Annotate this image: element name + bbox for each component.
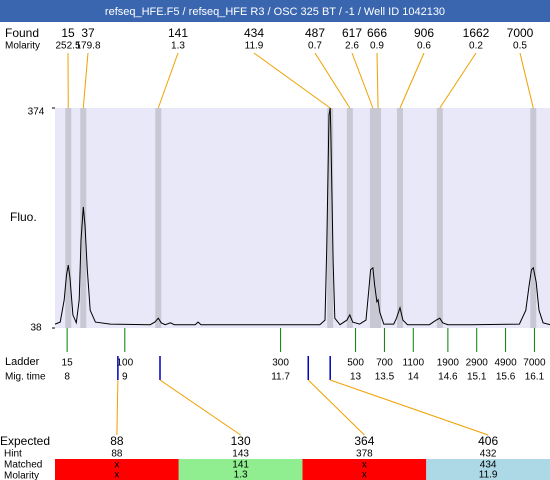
- ladder-time: 11.7: [271, 372, 290, 383]
- ladder-size: 15: [62, 358, 74, 369]
- found-size: 617: [342, 26, 362, 40]
- molarity-label: Molarity: [5, 41, 40, 52]
- ladder-size: 1900: [437, 358, 460, 369]
- expected-size: 364: [354, 434, 374, 448]
- expected-connector: [159, 379, 241, 436]
- found-molarity: 0.9: [370, 41, 384, 52]
- molarity-label: Molarity: [4, 471, 39, 480]
- matched-molarity: x: [362, 470, 367, 480]
- ladder-time: 9: [122, 372, 128, 383]
- peak-band: [65, 108, 72, 328]
- expected-size: 406: [478, 434, 498, 448]
- matched-size: 141: [232, 460, 249, 471]
- matched-molarity: 11.9: [479, 470, 498, 480]
- found-molarity: 0.6: [417, 41, 431, 52]
- hint-label: Hint: [4, 449, 22, 460]
- ladder-size: 4900: [494, 358, 517, 369]
- ladder-time: 8: [64, 372, 70, 383]
- ladder-time: 15.6: [496, 372, 516, 383]
- ladder-time: 13.5: [375, 372, 395, 383]
- ladder-time: 14.6: [438, 372, 458, 383]
- ladder-time: 16.1: [525, 372, 545, 383]
- matched-label: Matched: [4, 460, 42, 471]
- peak-connector: [439, 52, 477, 109]
- matched-molarity: 1.3: [234, 470, 248, 480]
- ladder-time: 13: [350, 372, 362, 383]
- hint-size: 432: [480, 449, 497, 460]
- peak-connector: [351, 52, 374, 109]
- peak-band: [436, 108, 443, 328]
- expected-size: 130: [231, 434, 251, 448]
- y-tick-label: 38: [30, 323, 42, 334]
- found-size: 666: [367, 26, 387, 40]
- peak-band: [375, 108, 382, 328]
- found-size: 906: [414, 26, 434, 40]
- matched-size: x: [362, 460, 367, 471]
- peak-connector: [519, 52, 534, 109]
- matched-cell: [302, 459, 427, 480]
- found-molarity: 2.6: [345, 41, 359, 52]
- ladder-size: 1100: [403, 358, 425, 369]
- found-molarity: 0.7: [308, 41, 322, 52]
- peak-band: [155, 108, 162, 328]
- found-size: 487: [305, 26, 325, 40]
- matched-molarity: x: [114, 470, 119, 480]
- peak-band: [369, 108, 376, 328]
- peak-connector: [253, 52, 331, 109]
- hint-size: 88: [111, 449, 123, 460]
- peak-connector: [157, 52, 179, 109]
- found-size: 1662: [463, 26, 490, 40]
- ladder-label: Ladder: [5, 356, 40, 368]
- ladder-size: 2900: [466, 358, 489, 369]
- peak-band: [80, 108, 87, 328]
- trace: [54, 107, 550, 326]
- ladder-time: 15.1: [467, 372, 487, 383]
- hint-size: 143: [232, 449, 249, 460]
- matched-size: x: [114, 460, 119, 471]
- ladder-size: 300: [272, 358, 289, 369]
- title: refseq_HFE.F5 / refseq_HFE R3 / OSC 325 …: [105, 6, 445, 18]
- found-size: 434: [244, 26, 264, 40]
- found-size: 7000: [507, 26, 534, 40]
- expected-size: 88: [110, 434, 124, 448]
- y-axis-label: Fluo.: [10, 210, 37, 224]
- hint-size: 378: [356, 449, 373, 460]
- peak-band: [346, 108, 353, 328]
- matched-size: 434: [480, 460, 497, 471]
- expected-label: Expected: [0, 434, 50, 448]
- expected-connector: [330, 379, 489, 436]
- found-molarity: 1.3: [171, 41, 185, 52]
- matched-cell: [178, 459, 303, 480]
- found-molarity: 252.5: [55, 41, 80, 52]
- peak-connector: [376, 52, 379, 109]
- found-label: Found: [5, 26, 39, 40]
- peak-connector: [82, 52, 89, 109]
- found-molarity: 0.2: [469, 41, 483, 52]
- found-molarity: 0.5: [513, 41, 527, 52]
- found-size: 37: [81, 26, 95, 40]
- peak-connector: [314, 52, 351, 109]
- expected-connector: [116, 379, 119, 436]
- ladder-size: 500: [347, 358, 364, 369]
- title-bar: [0, 0, 550, 22]
- found-size: 15: [61, 26, 75, 40]
- matched-cell: [426, 459, 550, 480]
- peak-connector: [399, 52, 425, 109]
- expected-connector: [307, 379, 365, 436]
- found-molarity: 11.9: [245, 41, 264, 52]
- y-tick-label: 374: [28, 107, 45, 118]
- peak-band: [530, 108, 537, 328]
- ladder-time: 14: [408, 372, 420, 383]
- peak-band: [327, 108, 334, 328]
- ladder-size: 7000: [523, 358, 546, 369]
- found-molarity: 179.8: [75, 41, 100, 52]
- found-size: 141: [168, 26, 188, 40]
- ladder-size: 100: [116, 358, 133, 369]
- plot-area: [55, 108, 550, 328]
- mig-time-label: Mig. time: [5, 372, 46, 383]
- matched-cell: [55, 459, 179, 480]
- ladder-size: 700: [376, 358, 393, 369]
- peak-band: [397, 108, 403, 328]
